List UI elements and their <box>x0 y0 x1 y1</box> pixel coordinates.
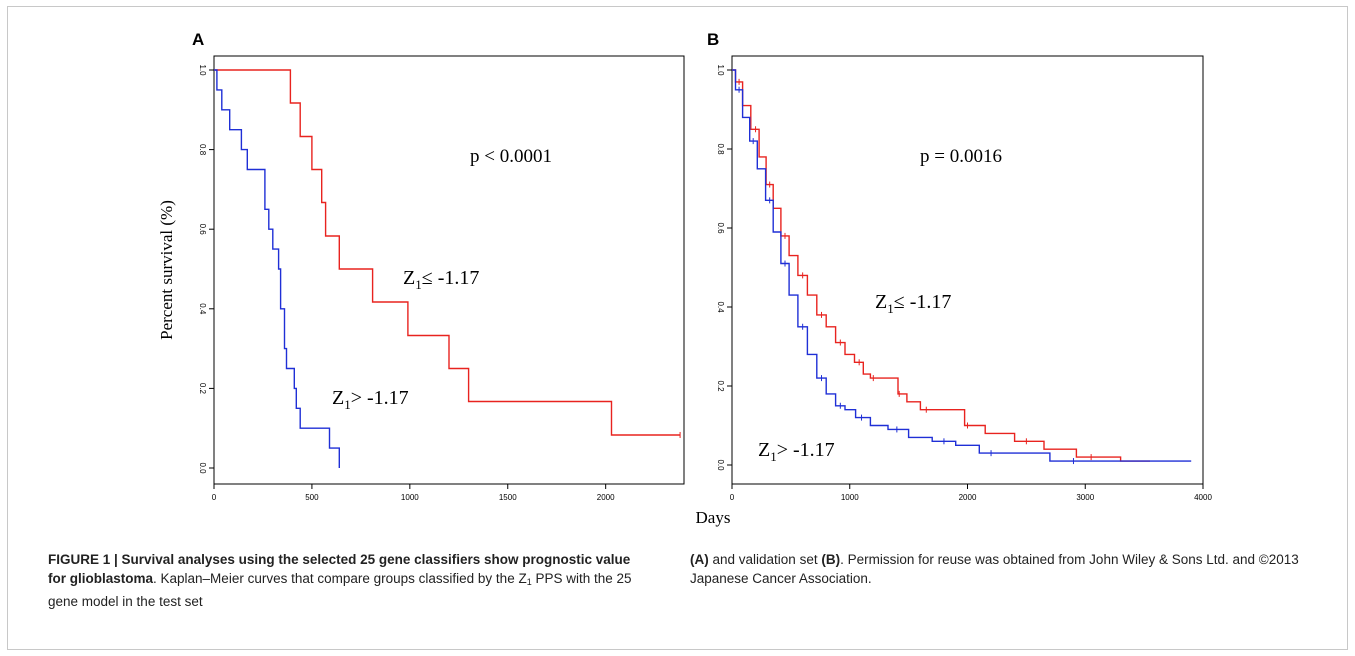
figure-caption-left: FIGURE 1 | Survival analyses using the s… <box>48 550 648 611</box>
x-tick-label: 2000 <box>959 493 977 502</box>
y-tick-label: 0.6 <box>716 222 725 234</box>
x-tick-label: 3000 <box>1076 493 1094 502</box>
x-tick-label: 0 <box>212 493 217 502</box>
caption-body-2: PPS with the 25 gene model in the test s… <box>48 571 632 609</box>
caption-ref-a: (A) <box>690 552 709 567</box>
y-tick-label: 1.0 <box>198 64 207 76</box>
group-label-low-z: Z1≤ -1.17 <box>403 267 479 292</box>
panel-letter: A <box>192 30 204 49</box>
survival-curve-high-z <box>214 69 340 468</box>
p-value-annotation: p = 0.0016 <box>920 146 1002 167</box>
group-label-high-z: Z1> -1.17 <box>332 387 409 412</box>
caption-body-3: and validation set <box>708 552 822 567</box>
x-tick-label: 2000 <box>597 493 615 502</box>
x-tick-label: 1000 <box>841 493 859 502</box>
group-label-low-z: Z1≤ -1.17 <box>875 291 951 316</box>
caption-ref-b: (B) <box>821 552 841 567</box>
y-tick-label: 0.0 <box>198 462 207 474</box>
figure-caption-right: (A) and validation set (B). Permission f… <box>690 550 1310 588</box>
panel-b: 0 1000 2000 3000 4000 0.0 0.2 0.4 0.6 0.8 1.0 B Days… <box>696 30 1213 527</box>
figure-frame <box>7 6 1348 650</box>
caption-body-1: . Kaplan–Meier curves that compare group… <box>153 571 527 586</box>
y-tick-label: 0.4 <box>716 301 725 313</box>
x-axis-label: Days <box>696 508 731 527</box>
y-tick-label: 0.4 <box>198 303 207 315</box>
plot-frame <box>213 55 685 485</box>
x-tick-label: 500 <box>305 493 319 502</box>
y-tick-label: 0.2 <box>198 383 207 395</box>
caption-body-4: . Permission for reuse was obtained from… <box>690 552 1299 586</box>
x-tick-label: 4000 <box>1194 493 1212 502</box>
y-tick-label: 0.6 <box>198 224 207 236</box>
y-tick-label: 0.8 <box>716 143 725 155</box>
plot-frame <box>731 55 1204 485</box>
group-label-high-z: Z1> -1.17 <box>758 439 835 464</box>
x-tick-label: 1500 <box>499 493 517 502</box>
caption-title: FIGURE 1 | Survival analyses using the s… <box>48 552 631 586</box>
y-axis-label: Percent survival (%) <box>157 200 176 340</box>
survival-curve-low-z <box>732 69 1150 462</box>
panel-letter: B <box>707 30 719 49</box>
y-tick-label: 0.0 <box>716 459 725 471</box>
x-tick-label: 0 <box>730 493 735 502</box>
survival-curve-low-z <box>214 69 681 436</box>
panel-a: 0 500 1000 1500 2000 0.0 0.2 0.4 0.6 0.8 1.0 A Perce… <box>157 30 685 502</box>
y-tick-label: 0.8 <box>198 144 207 156</box>
p-value-annotation: p < 0.0001 <box>470 146 552 167</box>
x-tick-label: 1000 <box>401 493 419 502</box>
survival-curve-high-z <box>732 69 1192 462</box>
y-tick-label: 0.2 <box>716 380 725 392</box>
caption-subscript: 1 <box>526 577 532 587</box>
y-tick-label: 1.0 <box>716 64 725 76</box>
